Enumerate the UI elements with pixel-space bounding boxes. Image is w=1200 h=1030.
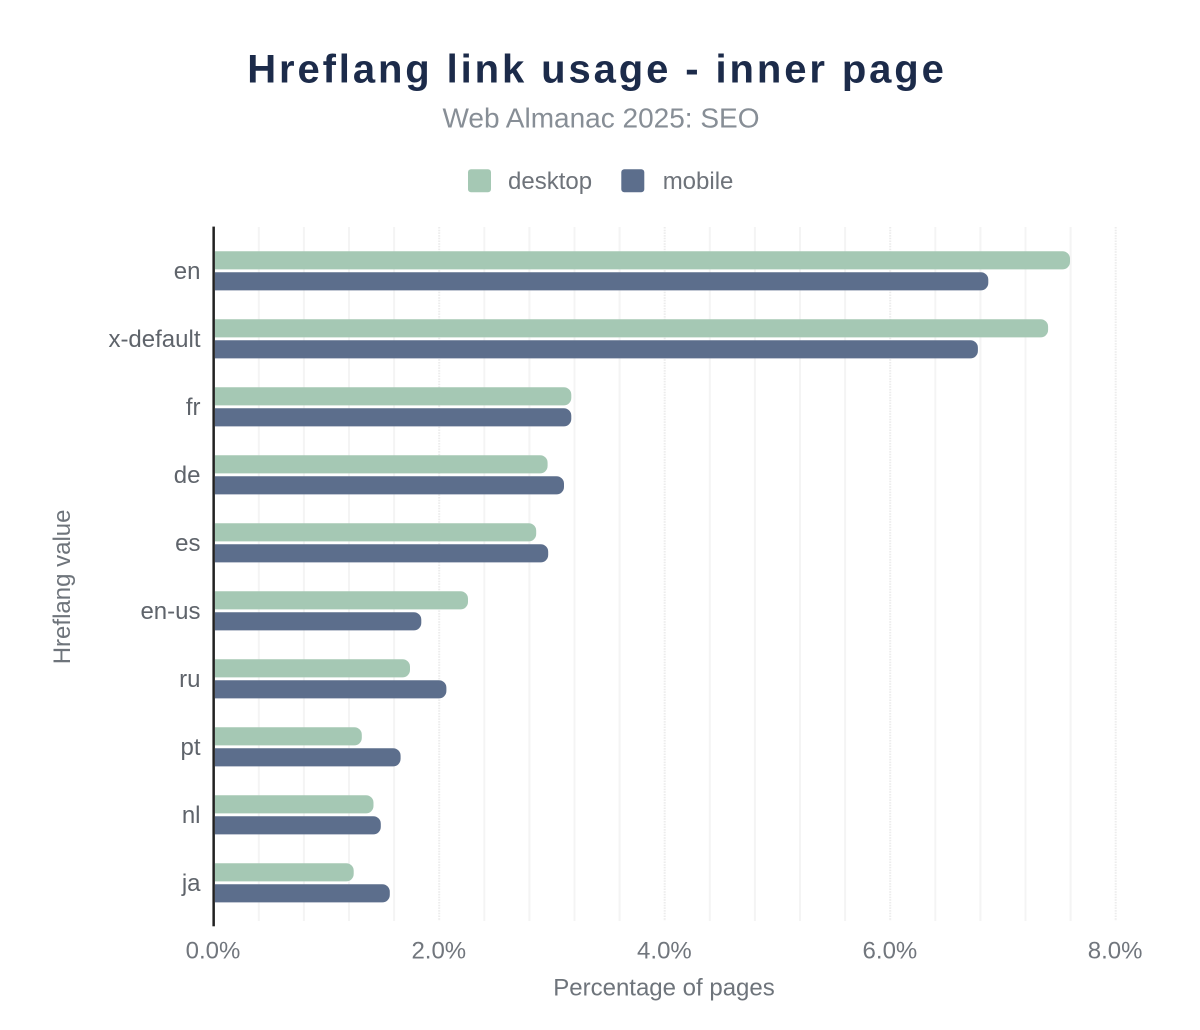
svg-text:ja: ja	[181, 870, 201, 897]
svg-text:desktop: desktop	[508, 168, 592, 195]
svg-text:en: en	[174, 258, 201, 285]
svg-text:de: de	[174, 462, 201, 489]
svg-text:8.0%: 8.0%	[1088, 938, 1143, 965]
svg-text:2.0%: 2.0%	[411, 938, 466, 965]
svg-text:es: es	[175, 530, 200, 557]
svg-text:fr: fr	[186, 394, 201, 421]
svg-text:0.0%: 0.0%	[186, 938, 241, 965]
svg-text:Web Almanac 2025: SEO: Web Almanac 2025: SEO	[443, 102, 760, 133]
svg-text:x-default: x-default	[108, 326, 200, 353]
svg-text:6.0%: 6.0%	[863, 938, 918, 965]
svg-text:pt: pt	[180, 734, 200, 761]
svg-text:ru: ru	[179, 666, 200, 693]
svg-text:Hreflang link usage - inner pa: Hreflang link usage - inner page	[247, 48, 947, 92]
svg-text:mobile: mobile	[663, 168, 734, 195]
svg-text:Hreflang value: Hreflang value	[49, 510, 76, 665]
svg-text:en-us: en-us	[140, 598, 200, 625]
svg-text:4.0%: 4.0%	[637, 938, 692, 965]
svg-text:nl: nl	[182, 802, 201, 829]
svg-text:Percentage of pages: Percentage of pages	[553, 974, 775, 1001]
